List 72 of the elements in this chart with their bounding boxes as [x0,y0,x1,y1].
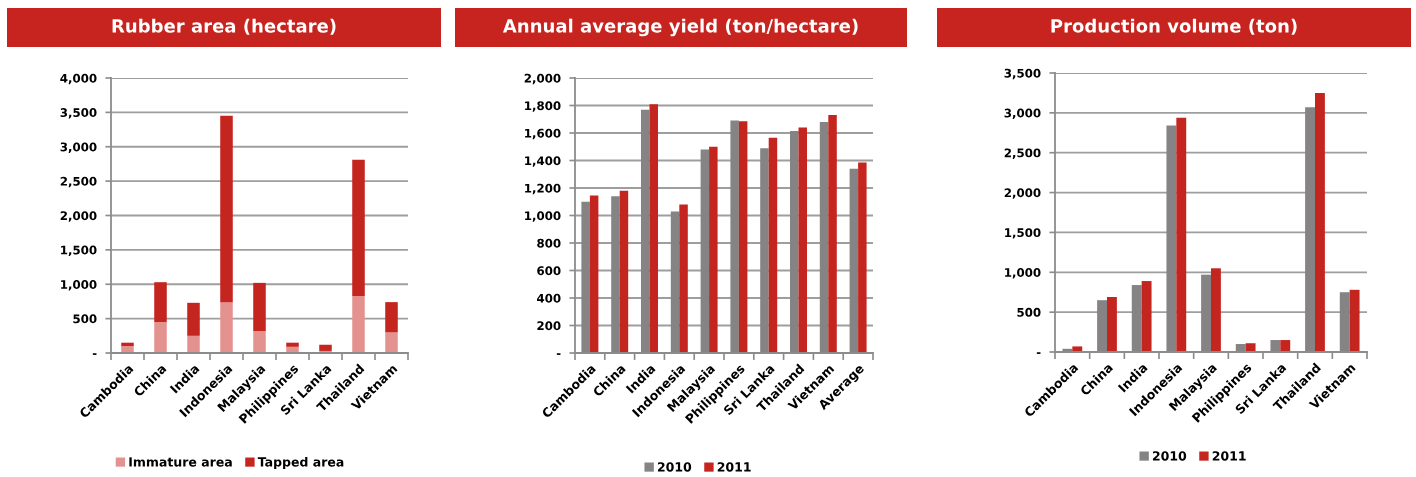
y-tick-label: 2,000 [1004,188,1041,199]
bar [352,295,365,353]
y-tick-label: 500 [73,314,97,324]
bar [253,282,266,331]
bar [1107,297,1117,352]
y-tick-label: 3,000 [60,142,97,153]
y-tick-label: - [92,353,97,355]
y-tick-label: 3,000 [1004,108,1041,120]
chart-title: Production volume (ton) [1051,18,1297,35]
bar [858,162,867,353]
bar [589,195,599,353]
y-tick-label: 4,000 [60,73,97,85]
bar [649,104,658,353]
bar [798,127,807,353]
bar [187,335,200,353]
legend-label: Tapped area [257,456,344,470]
bar [1211,268,1221,352]
y-tick-label: 3,500 [1004,68,1041,80]
y-tick-label: 1,400 [525,156,561,167]
bar [187,302,200,336]
legend-label: 2010 [1152,451,1187,461]
chart-title: Rubber area (hectare) [112,18,336,35]
bar [220,302,233,353]
bar [121,346,134,353]
bar [385,332,398,353]
bar [1315,92,1325,352]
bar [768,137,778,353]
y-tick-label: 3,500 [60,108,97,119]
y-tick-label: 800 [537,238,561,248]
legend-label: Immature area [129,457,232,467]
y-tick-label: 500 [1017,307,1041,317]
y-tick-label: 1,000 [1005,268,1041,279]
chart-title: Annual average yield (ton/hectare) [502,18,858,37]
y-tick-label: 2,000 [524,73,561,85]
y-tick-label: 1,000 [61,279,97,291]
bar [679,204,688,353]
y-tick-label: - [556,353,561,355]
y-tick-label: 1,200 [525,183,561,195]
y-tick-label: 600 [537,266,561,276]
bar [619,190,629,353]
bar [738,121,748,353]
bar [154,322,167,353]
y-tick-label: 2,000 [60,211,97,222]
y-tick-label: 2,500 [60,176,97,188]
bar [1072,346,1083,352]
bar [709,146,718,353]
bar [385,302,398,333]
y-tick-label: 400 [537,293,561,303]
bar [1176,117,1187,352]
y-tick-label: 200 [537,321,561,331]
y-tick-label: 1,800 [525,101,561,112]
bar [1280,340,1291,352]
y-tick-label: 1,500 [61,245,97,257]
legend-label: 2011 [1212,451,1246,461]
y-tick-label: 2,500 [1004,148,1041,159]
bar [121,342,134,347]
bar [828,115,837,353]
y-tick-label: 1,000 [525,211,561,222]
legend-label: 2010 [657,462,692,472]
y-tick-label: 1,500 [1005,228,1041,239]
legend-label: 2011 [717,462,751,472]
bar [352,159,365,296]
bar [319,344,332,351]
bar [154,282,167,323]
bar [1349,289,1360,352]
y-tick-label: 1,600 [525,128,561,140]
bar [1141,281,1152,352]
y-tick-label: - [1036,352,1041,354]
bar [1245,343,1256,352]
bar [286,342,299,347]
bar [220,115,233,303]
bar [253,331,266,353]
